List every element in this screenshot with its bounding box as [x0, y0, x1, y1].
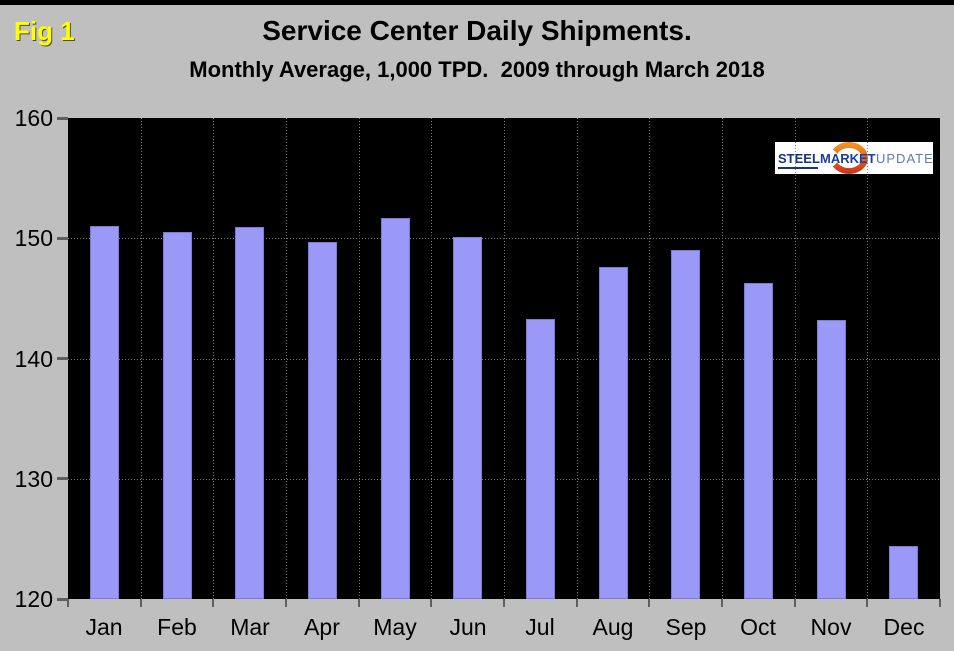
- x-tick-label: Apr: [304, 614, 340, 640]
- v-gridline: [141, 118, 142, 599]
- v-gridline: [577, 118, 578, 599]
- bar: [889, 546, 918, 599]
- bar: [163, 232, 192, 599]
- figure-label: Fig 1: [14, 16, 75, 46]
- x-tick: [648, 599, 650, 607]
- x-tick: [794, 599, 796, 607]
- bar: [308, 242, 337, 599]
- top-border: [0, 0, 954, 5]
- v-gridline: [649, 118, 650, 599]
- v-gridline: [213, 118, 214, 599]
- y-tick: [57, 598, 68, 601]
- y-tick: [57, 117, 68, 120]
- x-tick: [721, 599, 723, 607]
- bar: [235, 227, 264, 599]
- v-gridline: [286, 118, 287, 599]
- x-tick: [939, 599, 941, 607]
- x-tick-label: Sep: [665, 614, 707, 640]
- bar: [817, 320, 846, 599]
- bar: [744, 283, 773, 599]
- x-tick: [140, 599, 142, 607]
- x-tick-label: Jul: [525, 614, 555, 640]
- x-tick: [430, 599, 432, 607]
- v-gridline: [722, 118, 723, 599]
- y-tick: [57, 237, 68, 240]
- x-tick: [358, 599, 360, 607]
- x-tick-label: Oct: [740, 614, 776, 640]
- bar: [599, 267, 628, 599]
- x-tick-label: Feb: [157, 614, 197, 640]
- x-tick-label: Dec: [883, 614, 925, 640]
- v-gridline: [795, 118, 796, 599]
- y-tick-label: 120: [14, 586, 53, 612]
- y-tick-label: 160: [14, 105, 53, 131]
- v-gridline: [431, 118, 432, 599]
- x-tick: [576, 599, 578, 607]
- x-tick: [285, 599, 287, 607]
- x-tick-label: Nov: [810, 614, 852, 640]
- logo-swoosh-icon: [820, 142, 868, 174]
- x-tick-label: Aug: [592, 614, 634, 640]
- x-tick: [212, 599, 214, 607]
- v-gridline: [359, 118, 360, 599]
- logo-underline: [778, 167, 818, 169]
- v-gridline: [867, 118, 868, 599]
- logo-word-update: UPDATE: [876, 151, 934, 166]
- x-tick-label: May: [373, 614, 417, 640]
- y-tick: [57, 477, 68, 480]
- logo-word-market: MARKET: [820, 151, 876, 166]
- x-tick: [866, 599, 868, 607]
- y-tick-label: 130: [14, 466, 53, 492]
- v-gridline: [504, 118, 505, 599]
- x-tick-label: Mar: [230, 614, 270, 640]
- x-tick-label: Jun: [449, 614, 487, 640]
- bar: [671, 250, 700, 599]
- y-tick-label: 150: [14, 225, 53, 251]
- bar: [526, 319, 555, 599]
- bar: [453, 237, 482, 599]
- plot-area: STEEL MARKET UPDATE: [68, 118, 940, 599]
- logo-word-steel: STEEL: [778, 151, 820, 166]
- x-tick-label: Jan: [85, 614, 123, 640]
- y-tick-label: 140: [14, 346, 53, 372]
- x-tick: [503, 599, 505, 607]
- chart-subtitle: Monthly Average, 1,000 TPD. 2009 through…: [189, 57, 765, 82]
- steel-market-update-logo: STEEL MARKET UPDATE: [775, 142, 933, 174]
- bar: [381, 218, 410, 599]
- chart-title: Service Center Daily Shipments.: [262, 15, 692, 46]
- x-tick: [67, 599, 69, 607]
- y-tick: [57, 357, 68, 360]
- bar: [90, 226, 119, 599]
